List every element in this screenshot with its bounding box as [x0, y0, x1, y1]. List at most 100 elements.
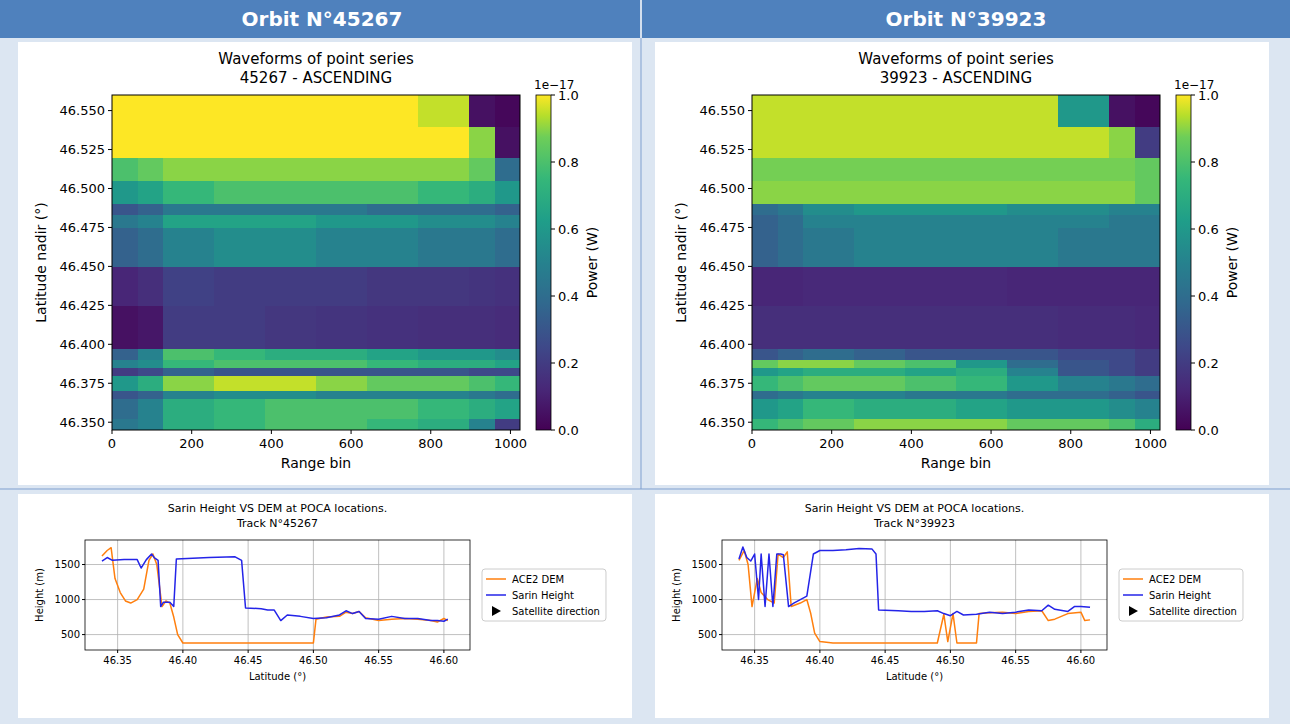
heatmap-cell — [803, 204, 854, 215]
heatmap-cell — [752, 204, 778, 215]
heatmap-cell — [956, 95, 1007, 127]
heatmap-cell — [905, 368, 956, 376]
heatmap-cell — [265, 391, 316, 399]
colorbar-tick — [551, 229, 555, 230]
heatmap-cell — [752, 305, 778, 349]
heatmap-cell — [1007, 368, 1058, 376]
y-tick-label: 46.425 — [60, 298, 106, 313]
heatmap-cell — [1007, 349, 1058, 360]
heatmap-cell — [367, 375, 418, 391]
legend-marker — [1129, 606, 1138, 616]
chart-subtitle: Track N°45267 — [236, 517, 318, 530]
x-tick — [112, 430, 113, 434]
heatmap-cell — [265, 419, 316, 430]
heatmap-cell — [265, 95, 316, 127]
heatmap-cell — [1109, 95, 1135, 127]
heatmap-cell — [469, 399, 495, 420]
x-tick — [950, 650, 951, 653]
heatmap-cell — [1135, 157, 1161, 181]
heatmap-cell — [778, 305, 804, 349]
y-tick — [108, 422, 112, 423]
y-tick — [108, 305, 112, 306]
x-tick-label: 200 — [819, 436, 844, 451]
plot-frame — [85, 540, 470, 650]
header-bar — [0, 0, 1290, 38]
colorbar — [536, 95, 551, 430]
heatmap-cell — [418, 375, 469, 391]
heatmap-cell — [1007, 227, 1058, 266]
x-grid-line — [248, 540, 249, 650]
heatmap-cell — [418, 227, 469, 266]
y-tick-label: 46.550 — [60, 103, 106, 118]
x-tick-label: 46.35 — [740, 655, 769, 666]
heatmap-cell — [214, 181, 265, 205]
x-grid-line — [443, 540, 444, 650]
x-tick-label: 200 — [179, 436, 204, 451]
cells — [752, 95, 1160, 430]
x-tick — [443, 650, 444, 653]
legend-label: Sarin Height — [512, 590, 574, 601]
heatmap-cell — [956, 157, 1007, 181]
heatmap-cell — [752, 368, 778, 376]
heatmap-cell — [265, 215, 316, 228]
heatmap-cell — [905, 360, 956, 368]
heatmap-cell — [163, 391, 214, 399]
heatmap-cell — [905, 375, 956, 391]
x-tick-label: 46.60 — [430, 655, 459, 666]
colorbar-tick-label: 0.4 — [558, 289, 579, 304]
heatmap-cell — [778, 375, 804, 391]
heatmap-cell — [265, 157, 316, 181]
heatmap-cell — [905, 204, 956, 215]
heatmap-cell — [214, 419, 265, 430]
legend-label: ACE2 DEM — [1149, 574, 1201, 585]
heatmap-cell — [316, 391, 367, 399]
heatmap-cell — [1135, 95, 1161, 127]
heatmap-cell — [905, 391, 956, 399]
heatmap-cell — [956, 419, 1007, 430]
heatmap-cell — [1109, 419, 1135, 430]
x-tick — [754, 650, 755, 653]
y-tick-label: 46.375 — [700, 376, 746, 391]
heatmap-cell — [956, 399, 1007, 420]
y-tick-label: 1000 — [55, 594, 80, 605]
colorbar-tick — [1191, 229, 1195, 230]
heatmap-cell — [316, 126, 367, 158]
colorbar-tick — [1191, 430, 1195, 431]
heatmap-cell — [214, 227, 265, 266]
x-grid-line — [378, 540, 379, 650]
heatmap-cell — [956, 391, 1007, 399]
legend-label: Sarin Height — [1149, 590, 1211, 601]
legend-frame — [1119, 569, 1243, 621]
y-tick — [108, 344, 112, 345]
heatmap-cell — [905, 349, 956, 360]
heatmap-cell — [138, 126, 164, 158]
heatmap-cell — [367, 266, 418, 305]
y-tick — [748, 188, 752, 189]
x-tick-label: 46.45 — [871, 655, 900, 666]
heatmap-cell — [316, 157, 367, 181]
chart-subtitle: Track N°39923 — [873, 517, 955, 530]
legend-frame — [482, 569, 606, 621]
x-tick — [117, 650, 118, 653]
heatmap-cell — [905, 399, 956, 420]
legend-marker — [492, 606, 501, 616]
heatmap-cell — [214, 349, 265, 360]
heatmap-cell — [803, 126, 854, 158]
heatmap-cell — [1058, 391, 1109, 399]
row-divider — [0, 489, 1290, 490]
x-tick — [1080, 650, 1081, 653]
heatmap-cell — [112, 391, 138, 399]
x-tick-label: 0 — [748, 436, 756, 451]
x-tick — [911, 430, 912, 434]
heatmap-cell — [163, 305, 214, 349]
heatmap-cell — [803, 157, 854, 181]
heatmap-cell — [316, 305, 367, 349]
heatmap-cell — [163, 181, 214, 205]
heatmap-cell — [163, 266, 214, 305]
heatmap-cell — [905, 126, 956, 158]
heatmap-cell — [163, 227, 214, 266]
heatmap-cell — [752, 391, 778, 399]
heatmap-cell — [469, 181, 495, 205]
chart-title: Sarin Height VS DEM at POCA locations. — [805, 502, 1024, 515]
heatmap-cell — [214, 204, 265, 215]
